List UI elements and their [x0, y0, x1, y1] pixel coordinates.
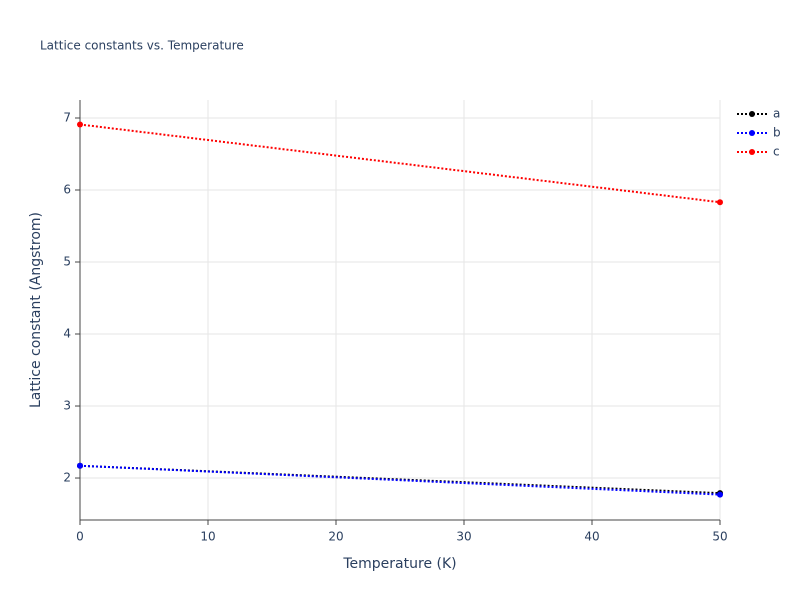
series-line	[79, 464, 721, 496]
data-point	[77, 462, 83, 469]
x-tick-label: 50	[712, 530, 727, 544]
legend-label: c	[773, 145, 780, 159]
legend-marker	[749, 149, 755, 155]
legend-label: a	[773, 107, 780, 121]
y-tick-label: 4	[63, 327, 71, 341]
x-tick-label: 10	[200, 530, 215, 544]
y-tick-label: 5	[63, 255, 71, 269]
y-tick-label: 6	[63, 183, 71, 197]
x-tick-label: 30	[456, 530, 471, 544]
data-point	[77, 121, 83, 128]
chart-title: Lattice constants vs. Temperature	[40, 39, 244, 53]
y-tick-label: 3	[63, 399, 71, 413]
legend-marker	[749, 130, 755, 136]
data-point	[717, 491, 723, 498]
y-axis-title: Lattice constant (Angstrom)	[28, 212, 44, 408]
y-tick-label: 2	[63, 471, 71, 485]
x-tick-label: 40	[584, 530, 599, 544]
y-tick-label: 7	[63, 111, 71, 125]
series-line	[79, 123, 721, 204]
data-point	[717, 199, 723, 206]
x-axis-title: Temperature (K)	[342, 556, 456, 572]
x-tick-label: 20	[328, 530, 343, 544]
legend-marker	[749, 111, 755, 117]
legend-label: b	[773, 126, 781, 140]
x-tick-label: 0	[76, 530, 84, 544]
